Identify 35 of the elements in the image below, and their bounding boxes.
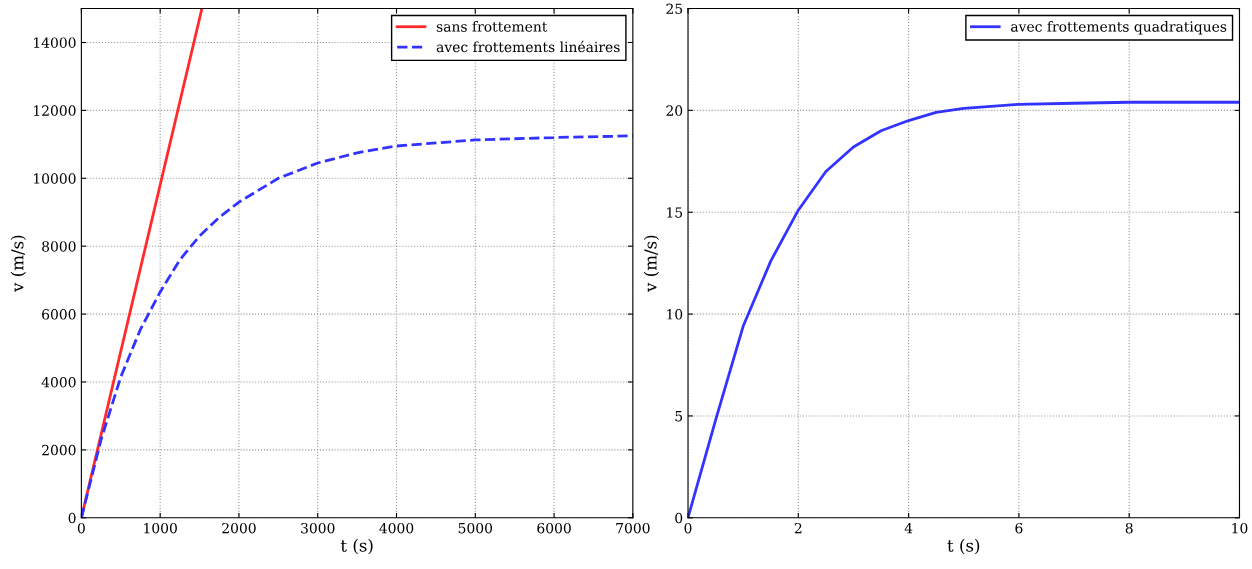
x-tick-label: 4000 [379,522,414,534]
x-tick-label: 6000 [537,522,571,534]
y-tick-label: 12000 [34,105,76,116]
x-axis-title: t (s) [340,538,373,555]
y-tick-label: 0 [675,512,683,524]
x-tick-label: 8 [1125,522,1133,534]
y-tick-label: 0 [68,512,76,524]
x-tick-label: 6 [1015,522,1023,534]
y-tick-label: 6000 [42,309,76,320]
x-tick-label: 2000 [222,522,256,534]
y-axis-title: v (m/s) [10,235,26,293]
legend-label: avec frottements linéaires [436,40,620,53]
x-tick-label: 2 [794,522,802,534]
y-tick-label: 10 [667,309,683,320]
y-tick-label: 20 [666,105,683,116]
y-axis-title: v (m/s) [643,235,660,293]
y-tick-label: 10000 [34,173,76,184]
x-tick-label: 5000 [458,522,493,534]
y-tick-label: 4000 [41,376,76,388]
x-tick-label: 7000 [616,522,650,534]
x-tick-label: 1000 [144,522,177,534]
x-tick-label: 4 [904,522,913,534]
y-tick-label: 25 [666,3,683,15]
y-tick-label: 2000 [42,444,76,456]
y-tick-label: 14000 [34,37,76,48]
y-tick-label: 15 [667,207,683,218]
legend-label: avec frottements quadratiques [1011,21,1227,35]
x-tick-label: 3000 [301,522,335,534]
y-tick-label: 5 [675,411,683,422]
x-tick-label: 10 [1232,522,1248,534]
x-tick-label: 0 [77,522,85,534]
y-tick-label: 8000 [42,241,76,252]
x-tick-label: 0 [684,522,692,534]
x-axis-title: t (s) [947,538,980,555]
legend-label: sans frottement [436,21,548,32]
